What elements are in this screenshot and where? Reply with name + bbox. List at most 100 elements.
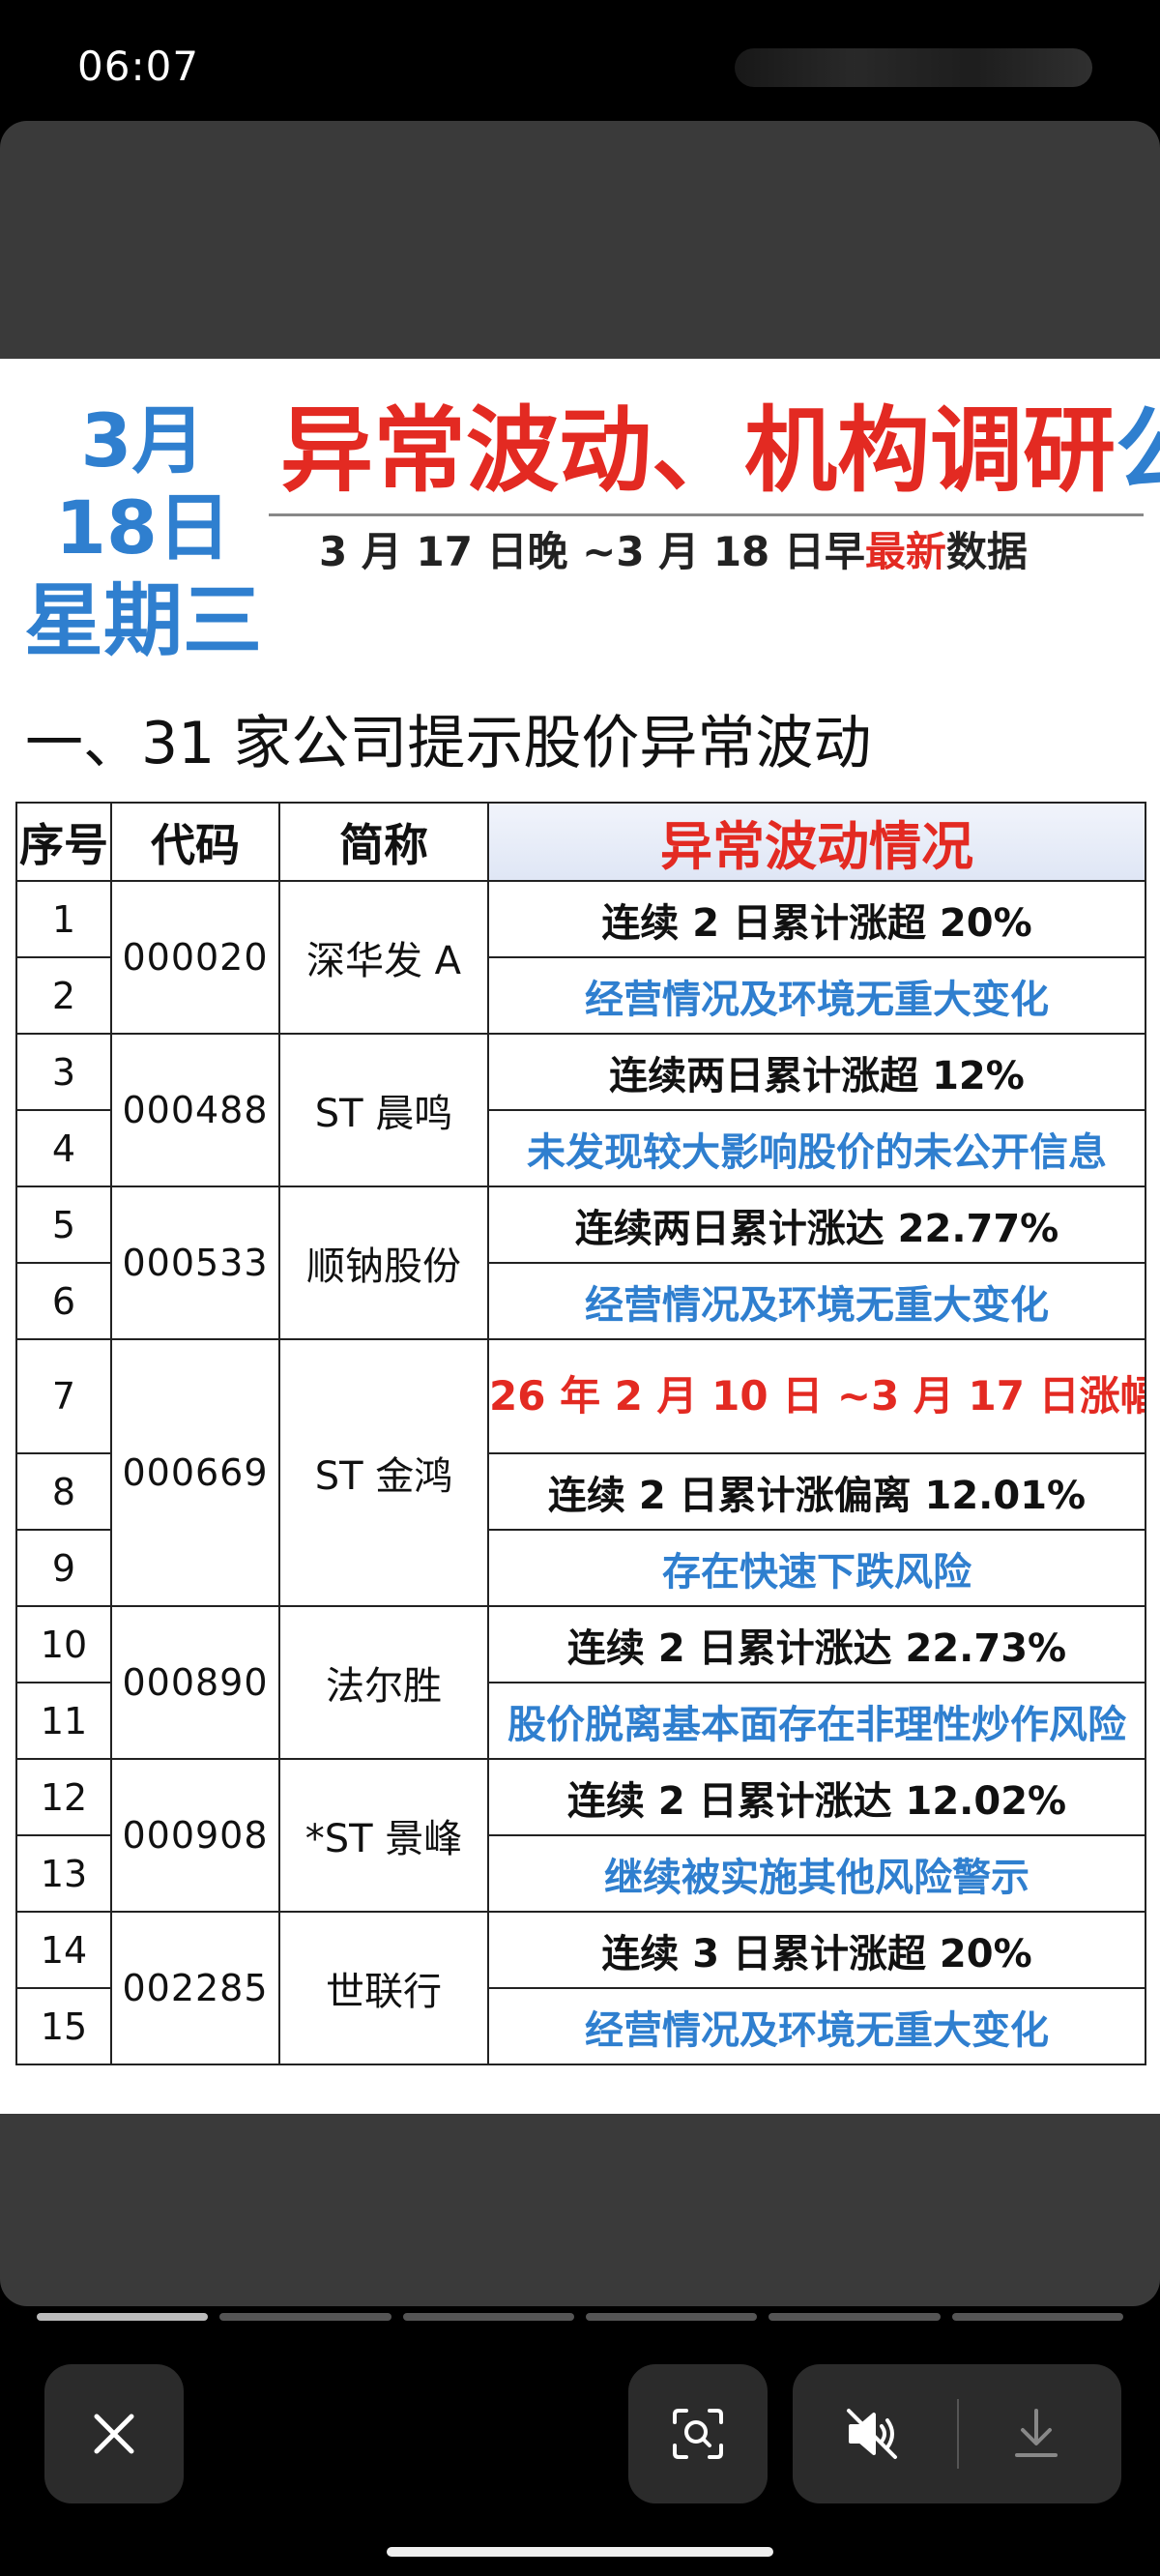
table-row: 4 未发现较大影响股价的未公开信息	[15, 1109, 1146, 1187]
cell-status: 连续 2 日累计涨偏离 12.01%	[487, 1452, 1146, 1531]
table-row: 8 连续 2 日累计涨偏离 12.01%	[15, 1452, 1146, 1531]
cell-no: 14	[15, 1911, 112, 1989]
subtitle-prefix: 3 月 17 日晚 ~3 月 18 日早	[319, 528, 865, 575]
cell-no: 5	[15, 1186, 112, 1264]
cell-no: 9	[15, 1529, 112, 1607]
status-icons-blurred	[735, 48, 1092, 87]
cell-abbr: 深华发 A	[278, 880, 489, 1035]
page-indicator[interactable]	[585, 2313, 758, 2321]
table-row: 6 经营情况及环境无重大变化	[15, 1262, 1146, 1340]
weekday-label: 星期三	[23, 575, 262, 667]
header-status: 异常波动情况	[487, 802, 1146, 882]
table-row: 1 000020 深华发 A 连续 2 日累计涨超 20%	[15, 880, 1146, 1035]
page-indicator[interactable]	[37, 2313, 209, 2321]
cell-code: 000488	[110, 1033, 280, 1187]
cell-status: 连续 3 日累计涨超 20%	[487, 1911, 1146, 1989]
table-row: 12 000908 *ST 景峰 连续 2 日累计涨达 12.02%	[15, 1758, 1146, 1913]
table-body: 1 000020 深华发 A 连续 2 日累计涨超 20% 2 经营情况及环境无重大变化 3…	[15, 880, 1146, 2065]
visual-search-button[interactable]	[628, 2364, 768, 2503]
table-header-row: 序号 代码 简称 异常波动情况	[15, 802, 1146, 882]
page-indicator[interactable]	[219, 2313, 392, 2321]
download-icon	[1005, 2403, 1067, 2465]
cell-abbr: ST 金鸿	[278, 1338, 489, 1607]
mute-icon	[841, 2403, 903, 2465]
cell-no: 13	[15, 1834, 112, 1913]
announcement-image[interactable]: 3月 18日 星期三 异常波动、机构调研公告 3 月 17 日晚 ~3 月 18…	[0, 359, 1160, 2114]
table-row: 9 存在快速下跌风险	[15, 1529, 1146, 1607]
action-divider	[957, 2399, 959, 2469]
cell-no: 7	[15, 1338, 112, 1454]
visual-search-icon	[669, 2405, 727, 2463]
cell-no: 15	[15, 1987, 112, 2065]
cell-code: 000669	[110, 1338, 280, 1607]
cell-status: 存在快速下跌风险	[487, 1529, 1146, 1607]
subtitle: 3 月 17 日晚 ~3 月 18 日早最新数据	[319, 525, 1028, 579]
cell-no: 2	[15, 956, 112, 1035]
cell-abbr: *ST 景峰	[278, 1758, 489, 1913]
cell-no: 3	[15, 1033, 112, 1111]
header-no: 序号	[15, 802, 112, 882]
cell-abbr: 世联行	[278, 1911, 489, 2065]
cell-no: 11	[15, 1682, 112, 1760]
table-row: 13 继续被实施其他风险警示	[15, 1834, 1146, 1913]
cell-status: 未发现较大影响股价的未公开信息	[487, 1109, 1146, 1187]
header-code: 代码	[110, 802, 280, 882]
cell-abbr: 顺钠股份	[278, 1186, 489, 1340]
page-progress	[37, 2313, 1123, 2321]
section-heading: 一、31 家公司提示股价异常波动	[25, 710, 872, 777]
cell-status: 连续 2 日累计涨超 20%	[487, 880, 1146, 958]
page-title: 异常波动、机构调研公告	[280, 397, 1160, 504]
title-blue-part: 公告	[1116, 396, 1160, 505]
table-row: 15 经营情况及环境无重大变化	[15, 1987, 1146, 2065]
title-divider	[269, 513, 1144, 516]
cell-status: 经营情况及环境无重大变化	[487, 1262, 1146, 1340]
table-row: 3 000488 ST 晨鸣 连续两日累计涨超 12%	[15, 1033, 1146, 1187]
date-label: 3月 18日	[55, 397, 231, 571]
cell-no: 6	[15, 1262, 112, 1340]
cell-code: 002285	[110, 1911, 280, 2065]
cell-code: 000020	[110, 880, 280, 1035]
page-indicator[interactable]	[768, 2313, 941, 2321]
title-red-part: 异常波动、机构调研	[280, 396, 1116, 505]
cell-abbr: 法尔胜	[278, 1605, 489, 1760]
cell-status: 26 年 2 月 10 日 ~3 月 17 日涨幅 60%	[487, 1338, 1146, 1454]
subtitle-suffix: 数据	[945, 528, 1028, 575]
cell-status: 股价脱离基本面存在非理性炒作风险	[487, 1682, 1146, 1760]
image-viewer: 3月 18日 星期三 异常波动、机构调研公告 3 月 17 日晚 ~3 月 18…	[0, 121, 1160, 2306]
cell-no: 8	[15, 1452, 112, 1531]
close-button[interactable]	[44, 2364, 184, 2503]
status-time: 06:07	[77, 43, 200, 90]
cell-status: 连续 2 日累计涨达 12.02%	[487, 1758, 1146, 1836]
media-actions-group	[793, 2364, 1121, 2503]
status-bar: 06:07	[0, 0, 1160, 121]
date-block: 3月 18日 星期三	[17, 397, 269, 668]
download-button[interactable]	[1005, 2403, 1067, 2465]
close-icon	[89, 2409, 139, 2459]
cell-no: 12	[15, 1758, 112, 1836]
page-indicator[interactable]	[402, 2313, 574, 2321]
subtitle-highlight: 最新	[864, 528, 946, 575]
home-indicator[interactable]	[387, 2547, 773, 2557]
table-row: 2 经营情况及环境无重大变化	[15, 956, 1146, 1035]
table-row: 5 000533 顺钠股份 连续两日累计涨达 22.77%	[15, 1186, 1146, 1340]
table-row: 14 002285 世联行 连续 3 日累计涨超 20%	[15, 1911, 1146, 2065]
cell-status: 连续 2 日累计涨达 22.73%	[487, 1605, 1146, 1683]
cell-no: 1	[15, 880, 112, 958]
page-indicator[interactable]	[951, 2313, 1123, 2321]
cell-status: 继续被实施其他风险警示	[487, 1834, 1146, 1913]
cell-no: 10	[15, 1605, 112, 1683]
cell-abbr: ST 晨鸣	[278, 1033, 489, 1187]
cell-no: 4	[15, 1109, 112, 1187]
cell-code: 000533	[110, 1186, 280, 1340]
table-row: 11 股价脱离基本面存在非理性炒作风险	[15, 1682, 1146, 1760]
table-row: 10 000890 法尔胜 连续 2 日累计涨达 22.73%	[15, 1605, 1146, 1760]
cell-status: 经营情况及环境无重大变化	[487, 956, 1146, 1035]
header-abbr: 简称	[278, 802, 489, 882]
cell-status: 经营情况及环境无重大变化	[487, 1987, 1146, 2065]
mute-button[interactable]	[841, 2403, 903, 2465]
abnormal-fluctuation-table: 序号 代码 简称 异常波动情况 1 000020 深华发 A 连续 2 日累计涨超 2…	[15, 802, 1146, 2065]
cell-code: 000890	[110, 1605, 280, 1760]
cell-code: 000908	[110, 1758, 280, 1913]
cell-status: 连续两日累计涨达 22.77%	[487, 1186, 1146, 1264]
